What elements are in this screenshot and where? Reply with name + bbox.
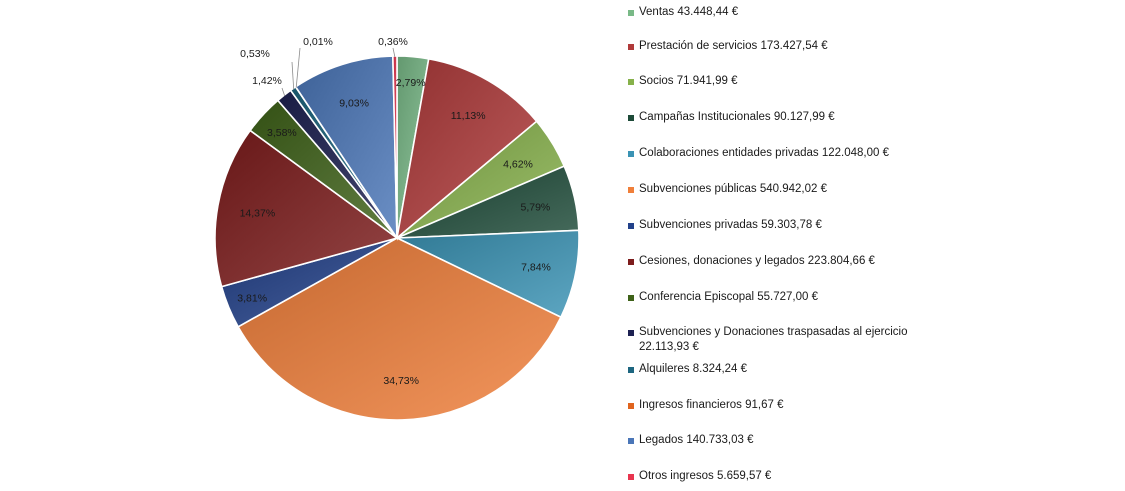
legend-label: Ingresos financieros 91,67 € xyxy=(639,399,784,411)
slice-percent-label: 2,79% xyxy=(396,77,426,89)
legend-item: Subvenciones privadas 59.303,78 € xyxy=(628,218,928,233)
legend-label: Conferencia Episcopal 55.727,00 € xyxy=(639,291,819,303)
legend-swatch xyxy=(628,259,634,265)
legend-swatch xyxy=(628,151,634,157)
slice-percent-label: 3,81% xyxy=(237,293,267,305)
legend-label: Subvenciones privadas 59.303,78 € xyxy=(639,219,822,231)
slice-percent-label: 9,03% xyxy=(339,98,369,110)
pie-slice xyxy=(237,237,562,421)
slice-percent-label: 4,62% xyxy=(503,159,533,171)
slice-percent-label: 14,37% xyxy=(240,207,276,219)
legend-label: Alquileres 8.324,24 € xyxy=(639,363,748,375)
legend-swatch xyxy=(628,44,634,50)
legend-swatch xyxy=(628,367,634,373)
slice-percent-label: 34,73% xyxy=(383,375,419,387)
slice-percent-label: 0,36% xyxy=(378,36,408,48)
legend-swatch xyxy=(628,295,634,301)
slice-percent-label: 3,58% xyxy=(267,127,297,139)
legend-swatch xyxy=(628,403,634,409)
legend-item: Legados 140.733,03 € xyxy=(628,433,928,448)
leader-line xyxy=(291,61,295,90)
legend-item: Subvenciones públicas 540.942,02 € xyxy=(628,182,928,197)
legend-label: Campañas Institucionales 90.127,99 € xyxy=(639,111,835,123)
slice-percent-label: 0,01% xyxy=(303,36,333,48)
leader-line xyxy=(281,87,286,97)
legend-item: Colaboraciones entidades privadas 122.04… xyxy=(628,146,928,161)
legend-label: Prestación de servicios 173.427,54 € xyxy=(639,40,828,52)
legend-swatch xyxy=(628,10,634,16)
legend-swatch xyxy=(628,438,634,444)
legend-label: Cesiones, donaciones y legados 223.804,6… xyxy=(639,255,875,267)
pie-slice xyxy=(395,57,538,241)
slice-percent-label: 7,84% xyxy=(521,262,551,274)
legend-swatch xyxy=(628,115,634,121)
legend-label: Subvenciones y Donaciones traspasadas al… xyxy=(639,326,908,353)
legend-swatch xyxy=(628,474,634,480)
legend-swatch xyxy=(628,187,634,193)
legend-item: Ingresos financieros 91,67 € xyxy=(628,398,928,413)
legend-item: Alquileres 8.324,24 € xyxy=(628,362,928,377)
legend-label: Socios 71.941,99 € xyxy=(639,75,738,87)
legend-swatch xyxy=(628,79,634,85)
legend-item: Socios 71.941,99 € xyxy=(628,74,928,89)
legend-item: Otros ingresos 5.659,57 € xyxy=(628,469,928,484)
legend-item: Cesiones, donaciones y legados 223.804,6… xyxy=(628,254,928,269)
slice-percent-label: 1,42% xyxy=(252,75,282,87)
legend-item: Prestación de servicios 173.427,54 € xyxy=(628,39,928,54)
legend-swatch xyxy=(628,330,634,336)
legend-label: Subvenciones públicas 540.942,02 € xyxy=(639,183,827,195)
legend-swatch xyxy=(628,223,634,229)
slice-percent-label: 0,53% xyxy=(240,48,270,60)
legend-label: Otros ingresos 5.659,57 € xyxy=(639,470,772,482)
slice-percent-label: 11,13% xyxy=(451,110,486,122)
legend-item: Ventas 43.448,44 € xyxy=(628,5,928,20)
pie-slice xyxy=(214,129,399,288)
legend-label: Legados 140.733,03 € xyxy=(639,434,754,446)
legend-label: Colaboraciones entidades privadas 122.04… xyxy=(639,147,889,159)
leader-line xyxy=(392,47,396,58)
pie-slice xyxy=(294,55,398,241)
legend-item: Subvenciones y Donaciones traspasadas al… xyxy=(628,325,928,355)
slice-percent-label: 5,79% xyxy=(521,202,551,214)
legend-item: Campañas Institucionales 90.127,99 € xyxy=(628,110,928,125)
legend-item: Conferencia Episcopal 55.727,00 € xyxy=(628,290,928,305)
leader-line xyxy=(295,47,301,88)
legend-label: Ventas 43.448,44 € xyxy=(639,6,739,18)
